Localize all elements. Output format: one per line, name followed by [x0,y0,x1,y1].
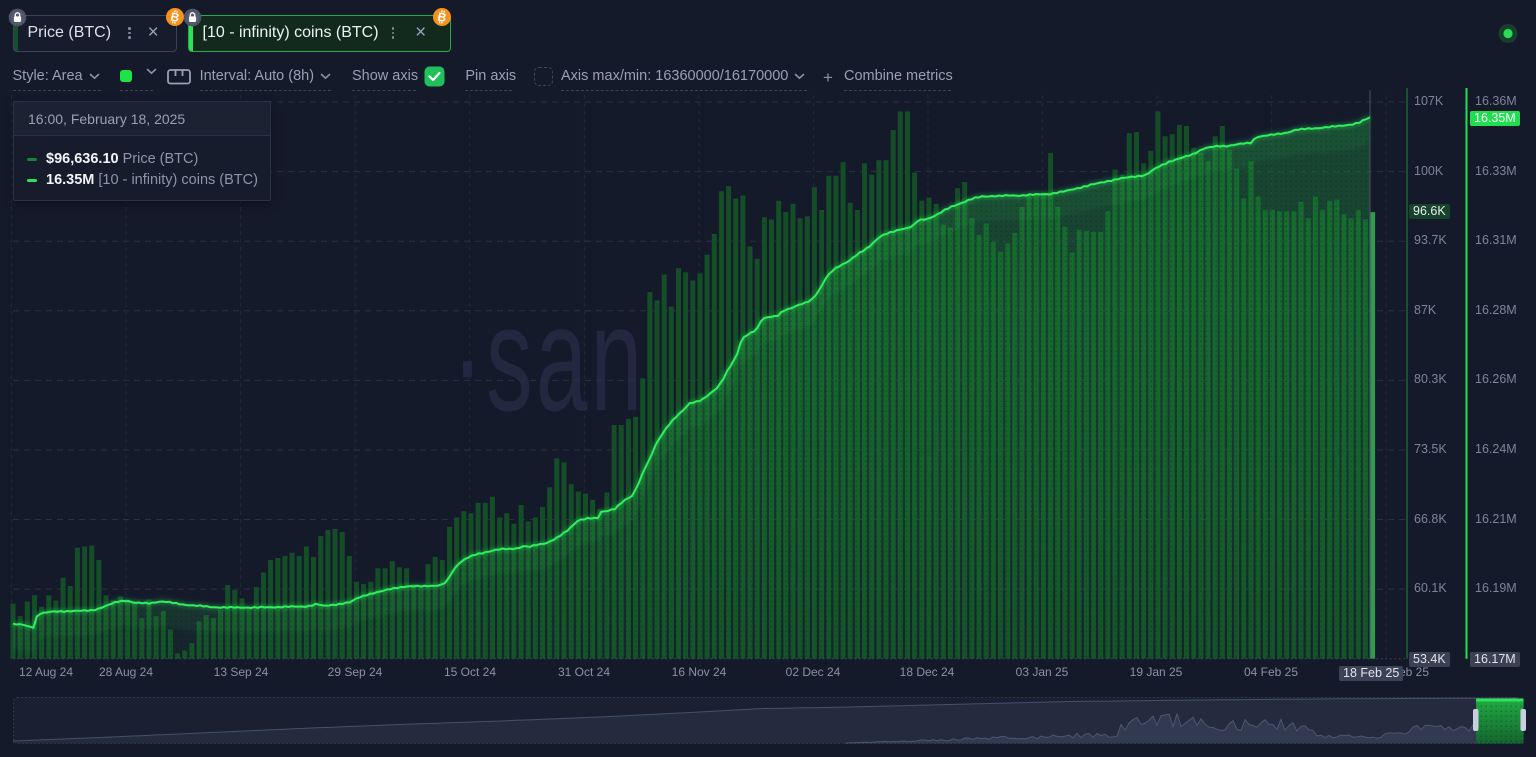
svg-text:B: B [436,9,448,25]
svg-text:B: B [169,9,181,25]
svg-text:·san: ·san [452,275,645,442]
